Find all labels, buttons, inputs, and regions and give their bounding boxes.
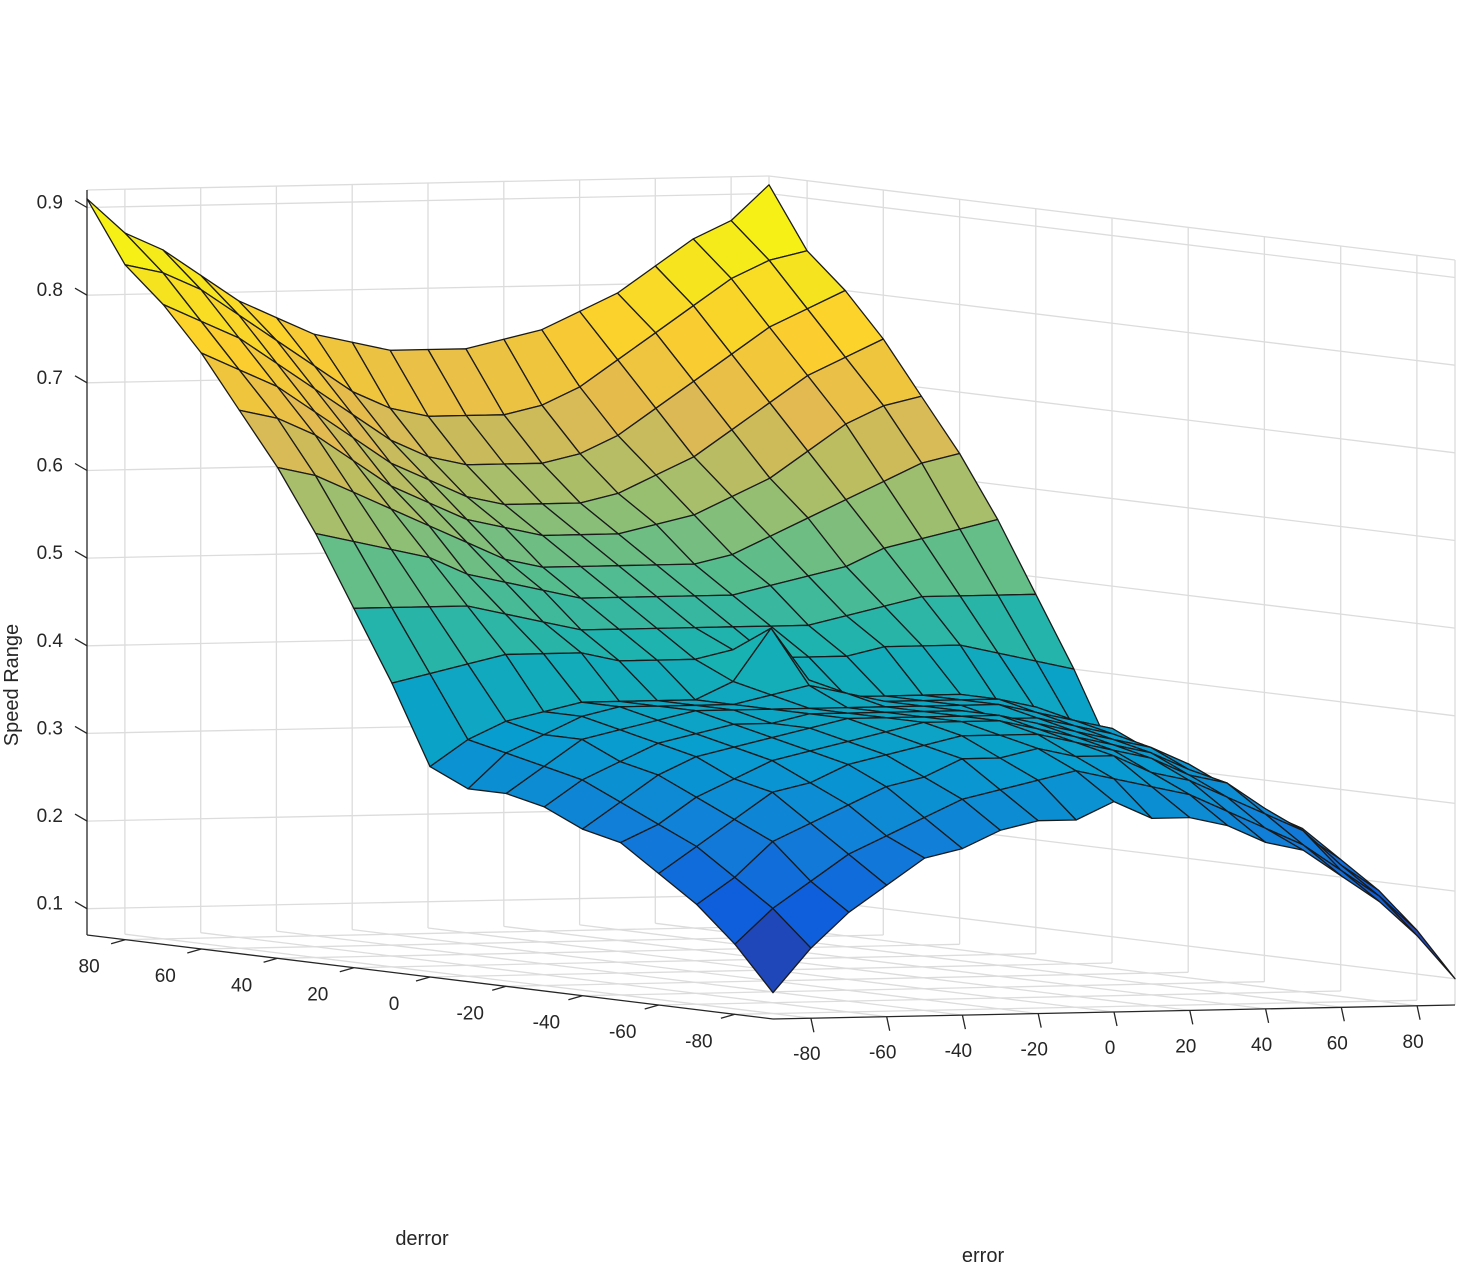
y-tick-label: 80 bbox=[79, 957, 100, 978]
z-tick-mark bbox=[74, 725, 88, 734]
y-tick-mark bbox=[263, 957, 278, 963]
y-tick-mark bbox=[492, 985, 507, 991]
z-tick-label: 0.5 bbox=[37, 543, 63, 564]
y-tick-mark bbox=[568, 995, 583, 1001]
y-axis-label: derror bbox=[395, 1228, 449, 1250]
box-edge bbox=[86, 175, 770, 191]
z-tick-label: 0.7 bbox=[37, 368, 63, 389]
y-tick-label: 20 bbox=[307, 985, 328, 1006]
floor-gridline-y bbox=[353, 953, 1036, 969]
wall-gridline-z bbox=[86, 894, 770, 910]
z-tick-label: 0.1 bbox=[37, 894, 63, 915]
z-axis-label: Speed Range bbox=[1, 624, 23, 746]
x-tick-mark bbox=[1189, 1010, 1194, 1025]
y-tick-mark bbox=[644, 1004, 659, 1010]
z-tick-mark bbox=[74, 199, 88, 209]
y-tick-label: -60 bbox=[609, 1022, 636, 1043]
floor-gridline-y bbox=[582, 981, 1265, 997]
x-tick-label: 60 bbox=[1327, 1033, 1348, 1054]
y-tick-mark bbox=[110, 939, 126, 945]
floor-gridline-y bbox=[277, 943, 960, 959]
x-tick-label: 80 bbox=[1403, 1032, 1424, 1053]
floor-gridline-y bbox=[506, 971, 1189, 987]
x-axis-label: error bbox=[962, 1245, 1005, 1267]
z-tick-mark bbox=[74, 901, 88, 910]
z-tick-label: 0.4 bbox=[37, 631, 64, 652]
z-tick-mark bbox=[74, 550, 88, 559]
x-tick-label: -20 bbox=[1020, 1040, 1047, 1061]
wall-gridline-z bbox=[768, 192, 1456, 279]
x-tick-mark bbox=[1113, 1011, 1118, 1027]
x-tick-mark bbox=[1037, 1013, 1042, 1028]
z-tick-mark bbox=[74, 287, 88, 296]
z-tick-label: 0.3 bbox=[37, 718, 63, 739]
y-tick-label: 60 bbox=[155, 966, 176, 987]
z-tick-label: 0.8 bbox=[37, 280, 63, 301]
y-tick-mark bbox=[720, 1013, 736, 1019]
z-tick-mark bbox=[74, 638, 88, 647]
x-tick-mark bbox=[1264, 1008, 1270, 1024]
z-tick-label: 0.9 bbox=[37, 193, 63, 214]
x-tick-label: -80 bbox=[793, 1044, 820, 1065]
x-tick-mark bbox=[1416, 1005, 1421, 1020]
x-tick-mark bbox=[961, 1014, 967, 1030]
surface-patch bbox=[734, 907, 812, 994]
floor-gridline-y bbox=[658, 990, 1341, 1006]
x-tick-label: 40 bbox=[1251, 1035, 1272, 1056]
box-edge bbox=[768, 175, 1456, 261]
z-tick-label: 0.6 bbox=[37, 456, 63, 477]
x-tick-mark bbox=[810, 1018, 815, 1033]
x-tick-label: 20 bbox=[1175, 1036, 1196, 1057]
y-tick-label: 40 bbox=[231, 975, 252, 996]
wall-gridline-z bbox=[768, 894, 1456, 980]
wall-gridline-z bbox=[768, 280, 1456, 366]
x-tick-label: -40 bbox=[945, 1041, 972, 1062]
floor-gridline-y bbox=[125, 925, 808, 941]
tick-labels: -80 -60 -40 -20 0 20 40 60 80 -80 -60 -40 -20 0 20 40 60… bbox=[37, 193, 1424, 1066]
z-tick-mark bbox=[74, 813, 88, 822]
y-tick-label: -80 bbox=[685, 1031, 712, 1052]
y-tick-label: 0 bbox=[389, 994, 400, 1015]
x-tick-mark bbox=[1340, 1007, 1345, 1022]
x-tick-label: 0 bbox=[1105, 1038, 1116, 1059]
z-tick-label: 0.2 bbox=[37, 806, 63, 827]
axes bbox=[74, 190, 1456, 1033]
y-tick-mark bbox=[339, 967, 354, 973]
x-tick-mark bbox=[886, 1016, 891, 1031]
surface-mesh bbox=[86, 184, 1456, 994]
z-tick-mark bbox=[74, 462, 88, 472]
y-tick-mark bbox=[415, 976, 431, 982]
y-tick-mark bbox=[187, 948, 202, 954]
x-tick-label: -60 bbox=[869, 1043, 896, 1064]
wall-gridline-z bbox=[86, 192, 770, 209]
y-tick-label: -20 bbox=[456, 1003, 483, 1024]
y-tick-label: -40 bbox=[533, 1013, 560, 1034]
z-tick-mark bbox=[74, 375, 88, 384]
floor-gridline-y bbox=[734, 999, 1417, 1015]
